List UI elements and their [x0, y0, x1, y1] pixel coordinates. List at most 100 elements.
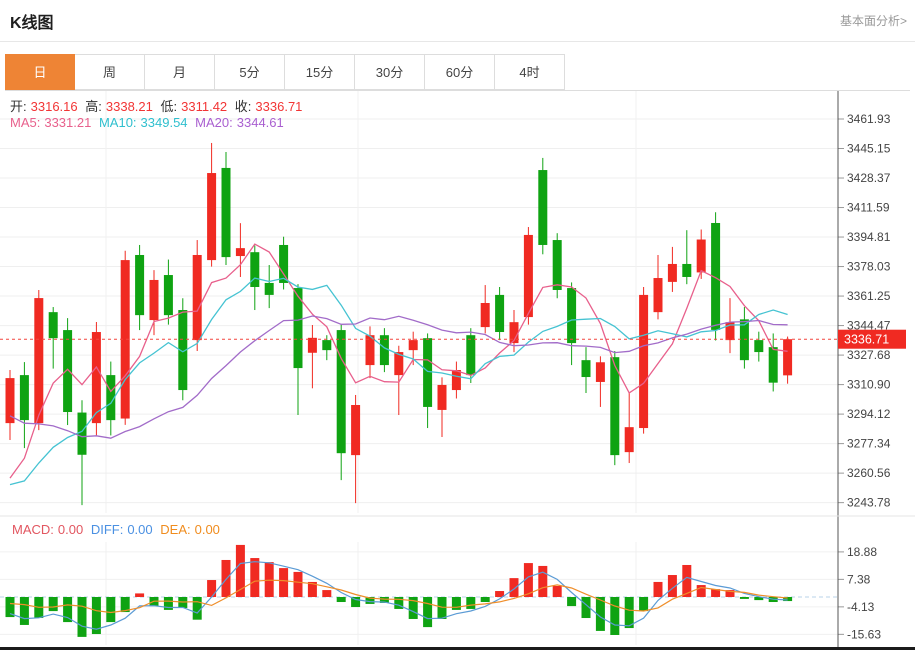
- candle: [552, 240, 562, 290]
- macd-bar: [394, 597, 404, 609]
- ohlc-readout: 开: 3316.16 高: 3338.21 低: 3311.42 收: 3336.71: [10, 96, 306, 115]
- macd-bar: [624, 597, 634, 629]
- tab-15分[interactable]: 15分: [285, 54, 355, 90]
- candle: [581, 360, 591, 378]
- candle: [91, 332, 101, 424]
- main-ytick: 3461.93: [847, 112, 891, 126]
- candle: [408, 340, 418, 351]
- macd-bar: [451, 597, 461, 610]
- macd-bar: [495, 591, 505, 597]
- macd-bar: [192, 597, 202, 620]
- macd-bar: [754, 597, 764, 601]
- low-value: 3311.42: [181, 99, 228, 114]
- candle: [394, 352, 404, 376]
- candle: [106, 375, 116, 421]
- ma20-value: 3344.61: [236, 115, 284, 130]
- candle: [538, 170, 548, 245]
- current-price-value: 3336.71: [844, 333, 889, 347]
- candle: [696, 239, 706, 273]
- dea-value: 0.00: [194, 522, 220, 537]
- bottom-border: [0, 647, 915, 650]
- macd-bar: [91, 597, 101, 635]
- macd-bar: [307, 581, 317, 597]
- macd-ytick: 7.38: [847, 572, 871, 586]
- macd-bar: [653, 581, 663, 597]
- macd-bar: [595, 597, 605, 631]
- candle: [624, 427, 634, 453]
- macd-bar: [667, 575, 677, 597]
- macd-bar: [711, 589, 721, 597]
- fundamental-analysis-link[interactable]: 基本面分析>: [839, 14, 907, 28]
- diff-value: 0.00: [127, 522, 153, 537]
- macd-bar: [423, 597, 433, 628]
- macd-ytick: -15.63: [847, 627, 881, 641]
- ma10-line: [9, 277, 788, 486]
- tab-30分[interactable]: 30分: [355, 54, 425, 90]
- candle: [5, 378, 15, 424]
- macd-bar: [351, 597, 361, 608]
- main-ytick: 3260.56: [847, 466, 891, 480]
- macd-bar: [120, 597, 130, 613]
- candle: [437, 384, 447, 410]
- ma-readout: MA5: 3331.21 MA10: 3349.54 MA20: 3344.61: [10, 115, 288, 130]
- candle: [739, 319, 749, 361]
- candle: [264, 282, 274, 295]
- macd-bar: [336, 597, 346, 603]
- macd-bar: [365, 597, 375, 604]
- main-ytick: 3327.68: [847, 348, 891, 362]
- macd-bar: [567, 597, 577, 607]
- candle: [63, 330, 73, 413]
- candle: [178, 310, 188, 391]
- main-ytick: 3361.25: [847, 289, 891, 303]
- macd-bar: [106, 597, 116, 623]
- macd-bar: [696, 585, 706, 597]
- dea-line: [9, 579, 788, 614]
- candle: [149, 279, 159, 321]
- ma5-label: MA5:: [10, 115, 41, 130]
- candle: [423, 338, 433, 407]
- macd-ytick: 18.88: [847, 545, 877, 559]
- macd-bar: [437, 597, 447, 619]
- macd-bar: [509, 578, 519, 597]
- main-ytick: 3310.90: [847, 378, 891, 392]
- macd-bar: [610, 597, 620, 635]
- tab-60分[interactable]: 60分: [425, 54, 495, 90]
- ma10-label: MA10:: [98, 115, 137, 130]
- macd-ytick: -4.13: [847, 600, 875, 614]
- tab-4时[interactable]: 4时: [495, 54, 565, 90]
- tab-周[interactable]: 周: [75, 54, 145, 90]
- candle: [135, 254, 145, 316]
- ma5-line: [9, 243, 788, 479]
- open-value: 3316.16: [30, 99, 78, 114]
- candle: [192, 254, 202, 341]
- candle: [365, 335, 375, 366]
- candle: [250, 252, 260, 287]
- candle: [466, 335, 476, 376]
- close-label: 收:: [234, 99, 252, 114]
- candle: [207, 173, 217, 261]
- tab-月[interactable]: 月: [145, 54, 215, 90]
- candle: [509, 322, 519, 344]
- candle: [754, 340, 764, 353]
- macd-bar: [77, 597, 87, 637]
- ma20-label: MA20:: [195, 115, 233, 130]
- main-ytick: 3428.37: [847, 171, 891, 185]
- candle: [336, 330, 346, 454]
- candle: [711, 222, 721, 330]
- candle: [293, 288, 303, 369]
- macd-bar: [581, 597, 591, 619]
- macd-bar: [235, 544, 245, 597]
- macd-bar: [250, 558, 260, 597]
- candle: [221, 167, 231, 258]
- macd-bar: [163, 597, 173, 610]
- widget-header: K线图 基本面分析>: [0, 0, 915, 42]
- candle: [783, 339, 793, 376]
- tab-日[interactable]: 日: [5, 54, 75, 90]
- tab-5分[interactable]: 5分: [215, 54, 285, 90]
- candle: [48, 312, 58, 339]
- macd-bar: [293, 571, 303, 597]
- page-title: K线图: [10, 15, 54, 32]
- candle: [34, 298, 44, 424]
